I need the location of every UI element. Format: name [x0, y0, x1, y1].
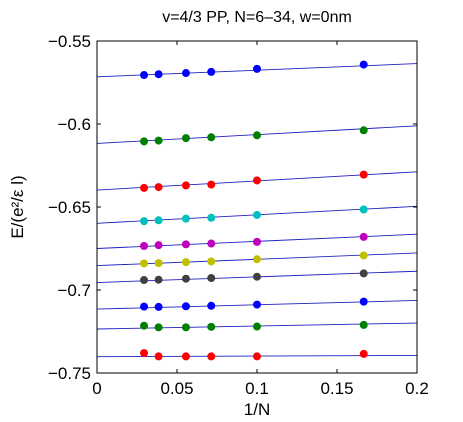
data-point [207, 322, 216, 331]
data-point [253, 176, 261, 185]
data-point [181, 302, 190, 311]
data-point [181, 258, 190, 267]
y-tick-label: −0.6 [57, 115, 91, 134]
data-point [140, 276, 149, 285]
data-point [154, 275, 163, 284]
y-tick-label: −0.65 [48, 198, 91, 217]
data-point [154, 70, 163, 79]
x-tick-label: 0 [92, 379, 101, 398]
data-point [140, 183, 149, 192]
y-tick-label: −0.7 [57, 281, 91, 300]
data-point [181, 181, 190, 190]
data-point [253, 272, 261, 281]
data-point [359, 205, 368, 214]
x-tick-label: 0.2 [405, 379, 429, 398]
data-point [207, 301, 216, 310]
data-point [140, 137, 149, 146]
data-point [154, 259, 163, 268]
y-tick-label: −0.75 [48, 364, 91, 383]
data-points [140, 60, 368, 361]
y-tick-label: −0.55 [48, 32, 91, 51]
data-point [154, 302, 163, 311]
data-point [253, 300, 261, 309]
data-point [140, 71, 149, 80]
data-point [181, 352, 190, 361]
data-point [207, 180, 216, 189]
data-point [253, 352, 261, 361]
data-point [207, 257, 216, 266]
data-point [253, 131, 261, 140]
data-point [154, 216, 163, 225]
x-tick-label: 0.15 [320, 379, 353, 398]
data-point [207, 67, 216, 76]
data-point [140, 302, 149, 311]
data-point [181, 323, 190, 332]
data-point [181, 214, 190, 223]
data-point [181, 274, 190, 283]
data-point [359, 232, 368, 241]
data-point [154, 136, 163, 145]
data-point [140, 349, 149, 358]
data-point [253, 322, 261, 331]
x-tick-label: 0.05 [160, 379, 193, 398]
data-point [140, 259, 149, 268]
x-axis-ticks: 0 0.05 0.1 0.15 0.2 [92, 41, 429, 398]
data-point [181, 240, 190, 249]
data-point [359, 126, 368, 135]
data-point [181, 134, 190, 143]
y-axis-label: E/(e²/ε l) [8, 175, 27, 238]
data-point [154, 323, 163, 332]
data-point [359, 269, 368, 278]
data-point [140, 242, 149, 251]
x-axis-label: 1/N [244, 400, 270, 419]
data-point [359, 60, 368, 69]
data-point [359, 170, 368, 179]
data-point [359, 251, 368, 260]
data-point [207, 133, 216, 142]
data-point [140, 321, 149, 330]
data-point [207, 239, 216, 248]
x-tick-label: 0.1 [245, 379, 269, 398]
chart-title: v=4/3 PP, N=6–34, w=0nm [162, 9, 352, 26]
data-point [359, 349, 368, 358]
data-point [207, 213, 216, 222]
data-point [207, 274, 216, 283]
data-point [253, 64, 261, 73]
data-point [154, 352, 163, 361]
data-point [253, 210, 261, 219]
data-point [253, 255, 261, 264]
data-point [207, 352, 216, 361]
data-point [359, 320, 368, 329]
data-point [253, 237, 261, 246]
data-point [154, 183, 163, 192]
y-axis-ticks: −0.75 −0.7 −0.65 −0.6 −0.55 [48, 32, 417, 383]
data-point [359, 297, 368, 306]
data-point [140, 217, 149, 226]
data-point [181, 69, 190, 78]
data-point [154, 241, 163, 250]
